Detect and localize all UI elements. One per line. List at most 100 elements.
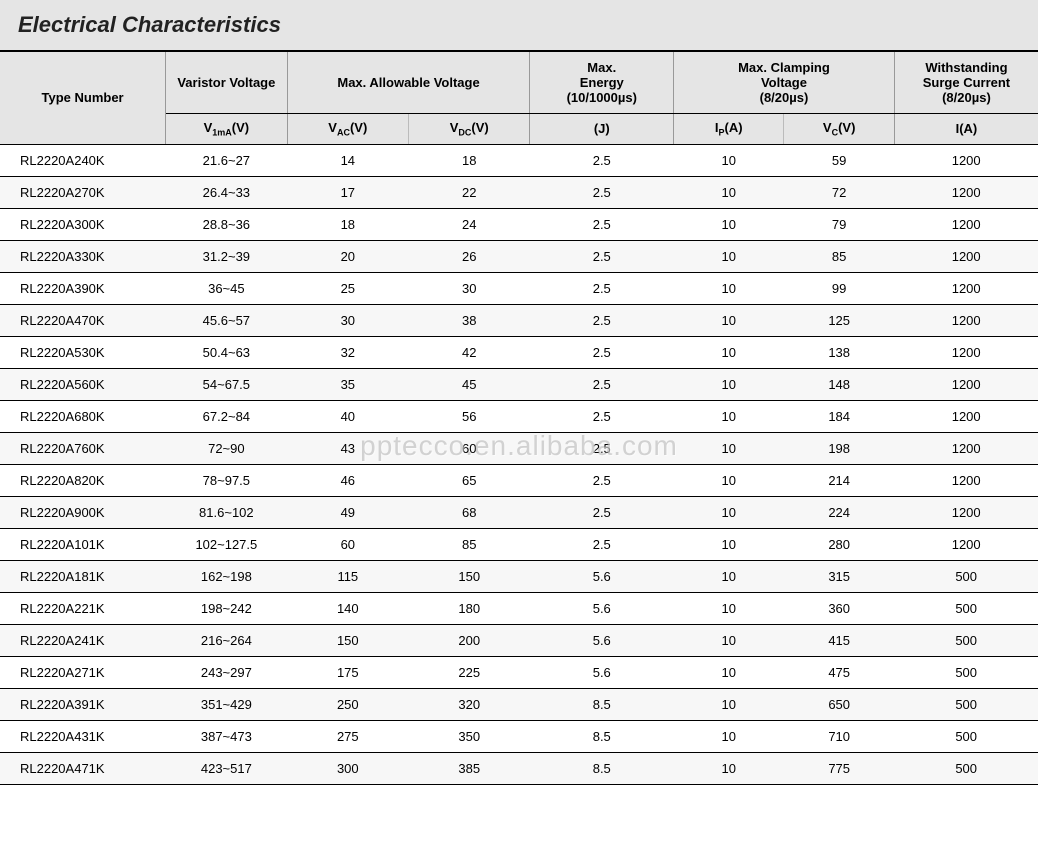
table-cell: 60 [409,432,530,464]
table-cell: 10 [674,144,784,176]
table-cell: 2.5 [530,528,674,560]
table-cell: 150 [287,624,408,656]
col-header-varistor: Varistor Voltage [166,52,287,114]
characteristics-table: Type Number Varistor Voltage Max. Allowa… [0,52,1038,785]
table-cell: 1200 [894,272,1038,304]
table-cell: 500 [894,752,1038,784]
col-header-surge: WithstandingSurge Current(8/20µs) [894,52,1038,114]
table-cell: 2.5 [530,464,674,496]
table-cell: 140 [287,592,408,624]
table-cell: 49 [287,496,408,528]
table-cell: 10 [674,208,784,240]
sub-i: I(A) [894,114,1038,145]
table-cell: RL2220A300K [0,208,166,240]
table-cell: 1200 [894,368,1038,400]
table-cell: 125 [784,304,894,336]
table-cell: 79 [784,208,894,240]
table-row: RL2220A900K81.6~10249682.5102241200 [0,496,1038,528]
table-cell: 30 [287,304,408,336]
table-row: RL2220A391K351~4292503208.510650500 [0,688,1038,720]
table-cell: 50.4~63 [166,336,287,368]
table-row: RL2220A530K50.4~6332422.5101381200 [0,336,1038,368]
table-row: RL2220A241K216~2641502005.610415500 [0,624,1038,656]
col-header-type: Type Number [0,52,166,144]
table-cell: 31.2~39 [166,240,287,272]
table-cell: 10 [674,176,784,208]
table-cell: 415 [784,624,894,656]
table-cell: 200 [409,624,530,656]
table-cell: 387~473 [166,720,287,752]
table-cell: 500 [894,592,1038,624]
table-row: RL2220A221K198~2421401805.610360500 [0,592,1038,624]
table-cell: 10 [674,624,784,656]
sub-v1ma: V1mA(V) [166,114,287,145]
table-cell: 60 [287,528,408,560]
table-cell: 475 [784,656,894,688]
table-cell: 500 [894,560,1038,592]
table-cell: 18 [409,144,530,176]
table-cell: 224 [784,496,894,528]
table-cell: 300 [287,752,408,784]
table-cell: 40 [287,400,408,432]
table-cell: 25 [287,272,408,304]
table-cell: 81.6~102 [166,496,287,528]
table-cell: RL2220A241K [0,624,166,656]
table-row: RL2220A471K423~5173003858.510775500 [0,752,1038,784]
table-cell: 10 [674,464,784,496]
table-cell: RL2220A530K [0,336,166,368]
col-header-clamping: Max. ClampingVoltage(8/20µs) [674,52,895,114]
table-cell: RL2220A181K [0,560,166,592]
table-cell: 10 [674,656,784,688]
table-cell: 99 [784,272,894,304]
table-cell: 500 [894,688,1038,720]
table-cell: 10 [674,336,784,368]
col-header-energy: Max.Energy(10/1000µs) [530,52,674,114]
table-cell: 320 [409,688,530,720]
table-cell: RL2220A390K [0,272,166,304]
table-cell: 350 [409,720,530,752]
table-cell: 1200 [894,144,1038,176]
table-cell: 17 [287,176,408,208]
table-cell: 280 [784,528,894,560]
table-cell: 775 [784,752,894,784]
table-cell: 85 [784,240,894,272]
table-cell: 214 [784,464,894,496]
table-cell: 5.6 [530,560,674,592]
table-row: RL2220A470K45.6~5730382.5101251200 [0,304,1038,336]
table-cell: 2.5 [530,208,674,240]
table-cell: 10 [674,368,784,400]
table-cell: 21.6~27 [166,144,287,176]
table-cell: 10 [674,272,784,304]
table-cell: 85 [409,528,530,560]
table-row: RL2220A271K243~2971752255.610475500 [0,656,1038,688]
table-cell: 42 [409,336,530,368]
table-body: RL2220A240K21.6~2714182.510591200RL2220A… [0,144,1038,784]
table-cell: 2.5 [530,432,674,464]
table-cell: 216~264 [166,624,287,656]
page-title: Electrical Characteristics [18,12,281,37]
table-cell: RL2220A471K [0,752,166,784]
table-row: RL2220A560K54~67.535452.5101481200 [0,368,1038,400]
table-cell: 10 [674,304,784,336]
table-cell: RL2220A760K [0,432,166,464]
table-cell: 14 [287,144,408,176]
table-cell: RL2220A820K [0,464,166,496]
table-cell: 59 [784,144,894,176]
table-cell: 45.6~57 [166,304,287,336]
table-cell: 1200 [894,176,1038,208]
table-cell: 10 [674,752,784,784]
table-cell: RL2220A391K [0,688,166,720]
table-row: RL2220A431K387~4732753508.510710500 [0,720,1038,752]
table-cell: 1200 [894,208,1038,240]
table-cell: 1200 [894,240,1038,272]
table-cell: 38 [409,304,530,336]
table-row: RL2220A820K78~97.546652.5102141200 [0,464,1038,496]
table-cell: 500 [894,656,1038,688]
table-cell: 43 [287,432,408,464]
table-cell: 2.5 [530,240,674,272]
table-row: RL2220A270K26.4~3317222.510721200 [0,176,1038,208]
table-row: RL2220A680K67.2~8440562.5101841200 [0,400,1038,432]
table-cell: 65 [409,464,530,496]
table-cell: 5.6 [530,592,674,624]
table-cell: 72 [784,176,894,208]
